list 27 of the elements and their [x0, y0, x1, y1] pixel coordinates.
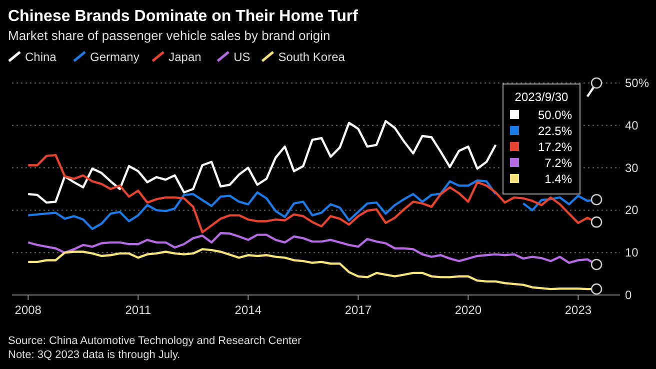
y-tick-label: 0 [625, 288, 632, 302]
y-tick-label: 20 [625, 203, 639, 218]
legend-label: Germany [90, 50, 140, 64]
x-tick-label: 2023 [564, 303, 592, 317]
y-tick-label: 30 [625, 160, 639, 175]
annotation: 50.0% [538, 108, 572, 122]
legend-label: Japan [168, 50, 202, 64]
source-note: Source: China Automotive Technology and Research Center [8, 335, 302, 347]
y-tick-label: 40 [625, 118, 639, 132]
x-tick-label: 2014 [234, 303, 262, 317]
annotation: 1.4% [544, 172, 572, 186]
x-tick-label: 2017 [344, 303, 372, 317]
annotation: 22.5% [538, 124, 572, 138]
y-tick-label: 10 [625, 246, 639, 260]
x-tick-label: 2020 [454, 303, 482, 317]
annotation: 17.2% [538, 140, 572, 154]
x-tick-label: 2008 [14, 303, 42, 317]
legend-label: South Korea [278, 50, 346, 64]
legend-label: China [25, 50, 57, 64]
y-tick-label: 50% [625, 76, 650, 90]
chart-title: Chinese Brands Dominate on Their Home Turf [8, 8, 359, 25]
x-tick-label: 2011 [125, 303, 152, 317]
text: Note: 3Q 2023 data is through July. [8, 349, 180, 361]
chart-subtitle: Market share of passenger vehicle sales by brand origin [8, 28, 330, 43]
annotation: 2023/9/30 [514, 90, 569, 104]
legend-label: US [234, 50, 250, 64]
annotation: 7.2% [544, 156, 572, 170]
